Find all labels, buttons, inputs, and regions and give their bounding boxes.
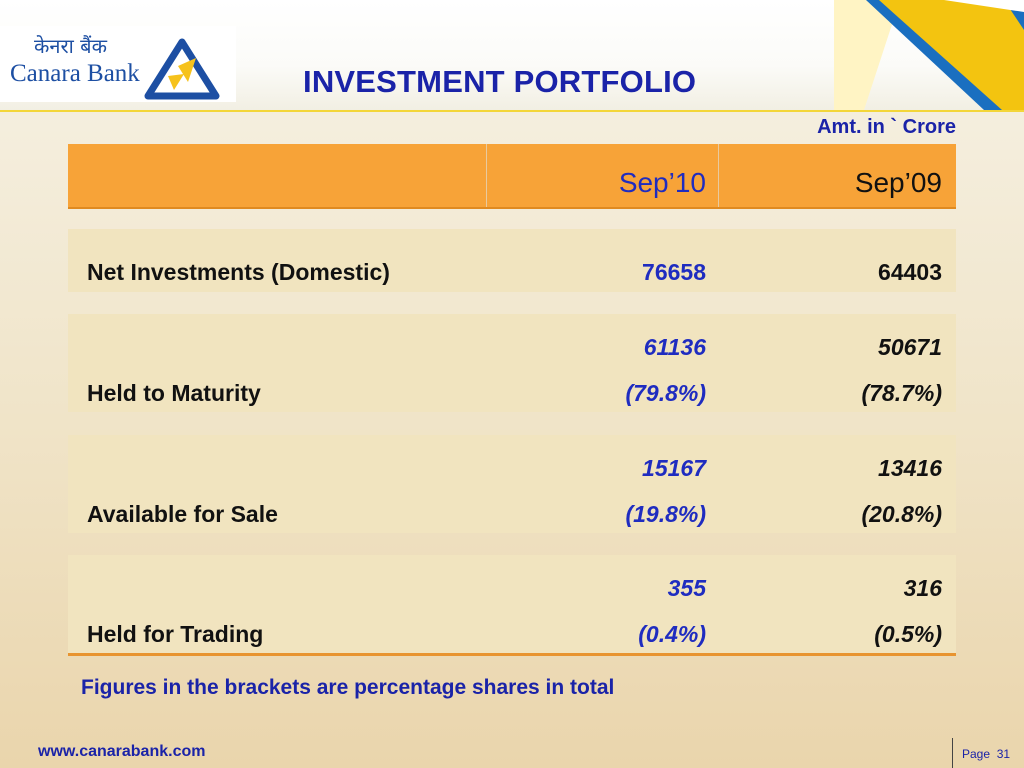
percent-current: (79.8%) [625, 380, 706, 406]
page-number-value: 31 [996, 747, 1011, 761]
value-previous: 316 [903, 575, 942, 601]
page-label: Page [962, 747, 991, 761]
column-header-sep10: Sep’10 [618, 167, 706, 198]
corner-decoration [834, 0, 1024, 110]
row-label: Net Investments (Domestic) [87, 259, 390, 285]
page-number: Page 31 [962, 747, 1010, 761]
value-previous: 64403 [878, 259, 942, 285]
percent-current: (19.8%) [625, 501, 706, 527]
percent-current: (0.4%) [638, 621, 706, 647]
slide-header: केनरा बैंक Canara Bank INVESTMENT PORTFO… [0, 0, 1024, 112]
table-row: Available for Sale 15167 13416 (19.8%) (… [68, 435, 956, 533]
value-current: 355 [667, 575, 706, 601]
logo-english-text: Canara Bank [10, 60, 140, 87]
percent-previous: (78.7%) [861, 380, 942, 406]
value-current: 76658 [642, 259, 706, 285]
unit-label: Amt. in ` Crore [817, 116, 956, 138]
website-link[interactable]: www.canarabank.com [38, 743, 206, 760]
value-previous: 50671 [878, 334, 942, 360]
percent-previous: (0.5%) [874, 621, 942, 647]
logo-hindi-text: केनरा बैंक [34, 34, 107, 58]
page-title: INVESTMENT PORTFOLIO [303, 64, 697, 99]
value-previous: 13416 [878, 455, 942, 481]
row-label: Held to Maturity [87, 380, 261, 406]
value-current: 15167 [642, 455, 706, 481]
table-row: Held for Trading 355 316 (0.4%) (0.5%) [68, 555, 956, 656]
percent-previous: (20.8%) [861, 501, 942, 527]
table-row: Held to Maturity 61136 50671 (79.8%) (78… [68, 314, 956, 412]
footnote: Figures in the brackets are percentage s… [81, 676, 615, 699]
row-label: Available for Sale [87, 501, 278, 527]
table-row: Net Investments (Domestic) 76658 64403 [68, 229, 956, 292]
canara-bank-logo: केनरा बैंक Canara Bank [0, 26, 236, 102]
column-header-sep09: Sep’09 [854, 167, 942, 198]
footer-divider [952, 738, 953, 768]
row-label: Held for Trading [87, 621, 264, 647]
table-header: Sep’10 Sep’09 [68, 144, 956, 209]
canara-triangle-icon [144, 38, 220, 100]
value-current: 61136 [643, 334, 706, 360]
